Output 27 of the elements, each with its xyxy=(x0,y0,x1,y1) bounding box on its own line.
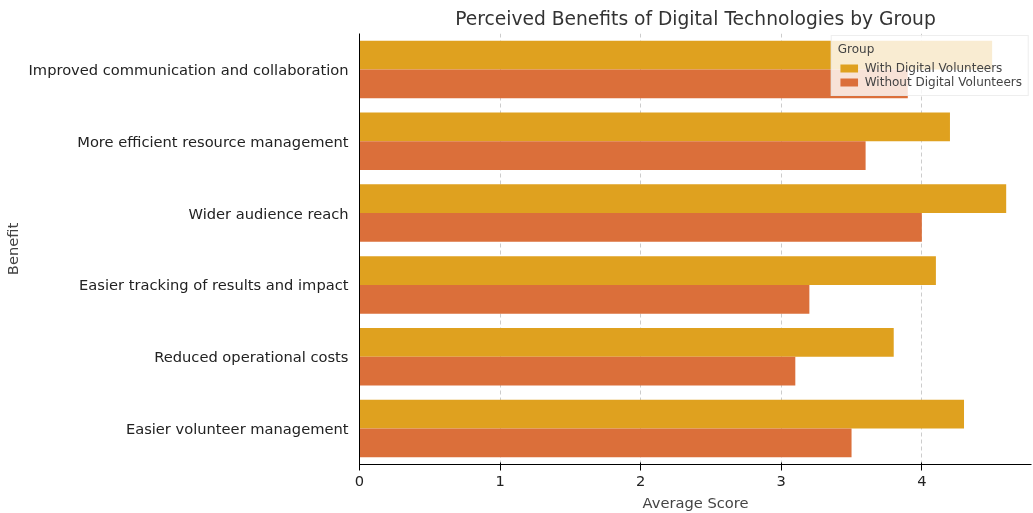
bar xyxy=(359,141,866,170)
legend-label: Without Digital Volunteers xyxy=(864,75,1022,89)
bar xyxy=(359,328,894,357)
bar xyxy=(359,356,796,386)
bar xyxy=(359,112,950,142)
y-tick-label: Reduced operational costs xyxy=(154,348,349,366)
y-tick-label: Wider audience reach xyxy=(188,204,349,222)
x-tick-label: 2 xyxy=(636,471,646,489)
chart-title: Perceived Benefits of Digital Technologies by Group xyxy=(455,7,936,29)
legend-label: With Digital Volunteers xyxy=(864,61,1003,75)
bar xyxy=(359,184,1007,214)
legend-title: Group xyxy=(837,42,876,56)
bar xyxy=(359,213,922,242)
y-axis-title: Benefit xyxy=(3,222,21,276)
x-axis-title: Average Score xyxy=(642,493,749,511)
bar xyxy=(359,399,965,429)
y-tick-label: Easier tracking of results and impact xyxy=(79,276,349,294)
bar xyxy=(359,428,852,458)
x-tick-label: 3 xyxy=(776,471,786,489)
x-tick-label: 0 xyxy=(354,471,365,489)
x-tick-label: 1 xyxy=(495,471,505,489)
bar xyxy=(359,256,936,285)
y-tick-label: Improved communication and collaboration xyxy=(28,60,349,78)
x-tick-label: 4 xyxy=(917,471,927,489)
bar xyxy=(359,284,810,314)
y-tick-label: More efficient resource management xyxy=(77,132,349,150)
y-tick-label: Easier volunteer management xyxy=(125,420,349,438)
